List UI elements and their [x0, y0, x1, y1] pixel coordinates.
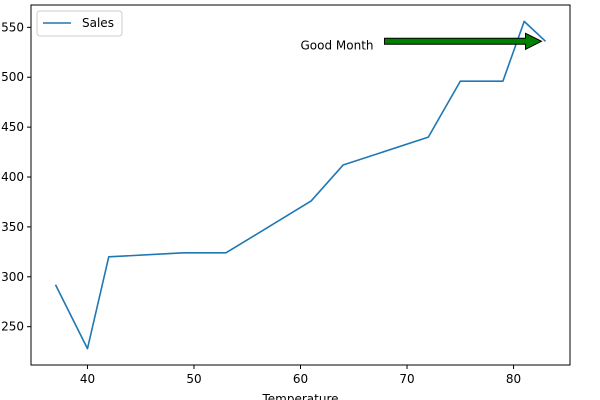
y-tick-label: 350 — [1, 220, 24, 234]
x-tick-label: 80 — [506, 372, 521, 386]
y-tick-label: 500 — [1, 70, 24, 84]
annotation-text: Good Month — [301, 38, 374, 52]
axis-ticks: 40 50 60 70 80 250 300 350 400 450 500 550 — [1, 20, 521, 386]
annotations: Good Month — [301, 32, 543, 52]
x-tick-label: 40 — [80, 372, 95, 386]
y-tick-label: 400 — [1, 170, 24, 184]
annotation-arrow — [384, 32, 543, 51]
legend-label: Sales — [82, 16, 114, 30]
x-tick-label: 70 — [399, 372, 414, 386]
y-tick-label: 550 — [1, 20, 24, 34]
series-line-sales — [54, 20, 547, 350]
x-axis-label: Temperature — [261, 392, 338, 400]
plot-marks — [54, 20, 547, 350]
y-tick-label: 250 — [1, 320, 24, 334]
x-tick-label: 50 — [186, 372, 201, 386]
y-tick-label: 300 — [1, 270, 24, 284]
legend-box — [36, 10, 123, 37]
y-tick-label: 450 — [1, 120, 24, 134]
legend: Sales — [36, 10, 123, 37]
plot-frame — [30, 4, 571, 366]
x-tick-label: 60 — [293, 372, 308, 386]
